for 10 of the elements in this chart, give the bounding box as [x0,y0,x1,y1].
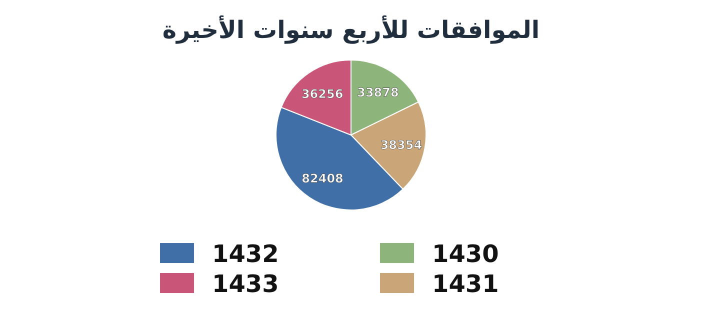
data-label: 36256 [301,86,344,101]
pie: 33878 38354 82408 36256 [276,60,426,210]
legend-label: 1433 [212,270,279,298]
legend-label: 1431 [432,270,499,298]
data-label: 33878 [357,86,399,100]
legend-label: 1430 [432,240,499,268]
chart-title: الموافقات للأربع سنوات الأخيرة [162,15,540,44]
data-label: 82408 [302,171,344,186]
data-label: 38354 [380,138,422,152]
legend-label: 1432 [212,240,279,268]
